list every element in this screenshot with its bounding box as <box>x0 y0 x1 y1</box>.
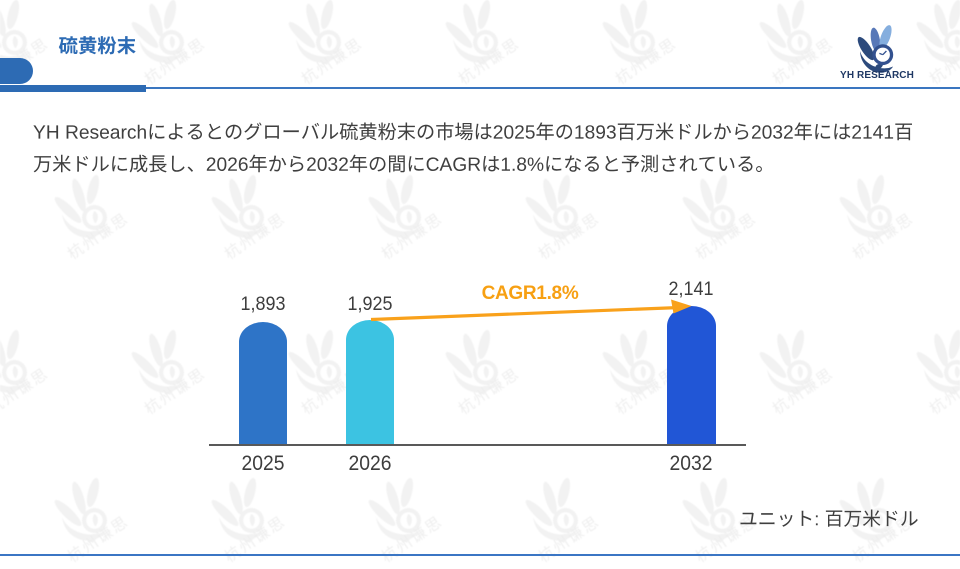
svg-text:YH RESEARCH: YH RESEARCH <box>840 70 914 81</box>
